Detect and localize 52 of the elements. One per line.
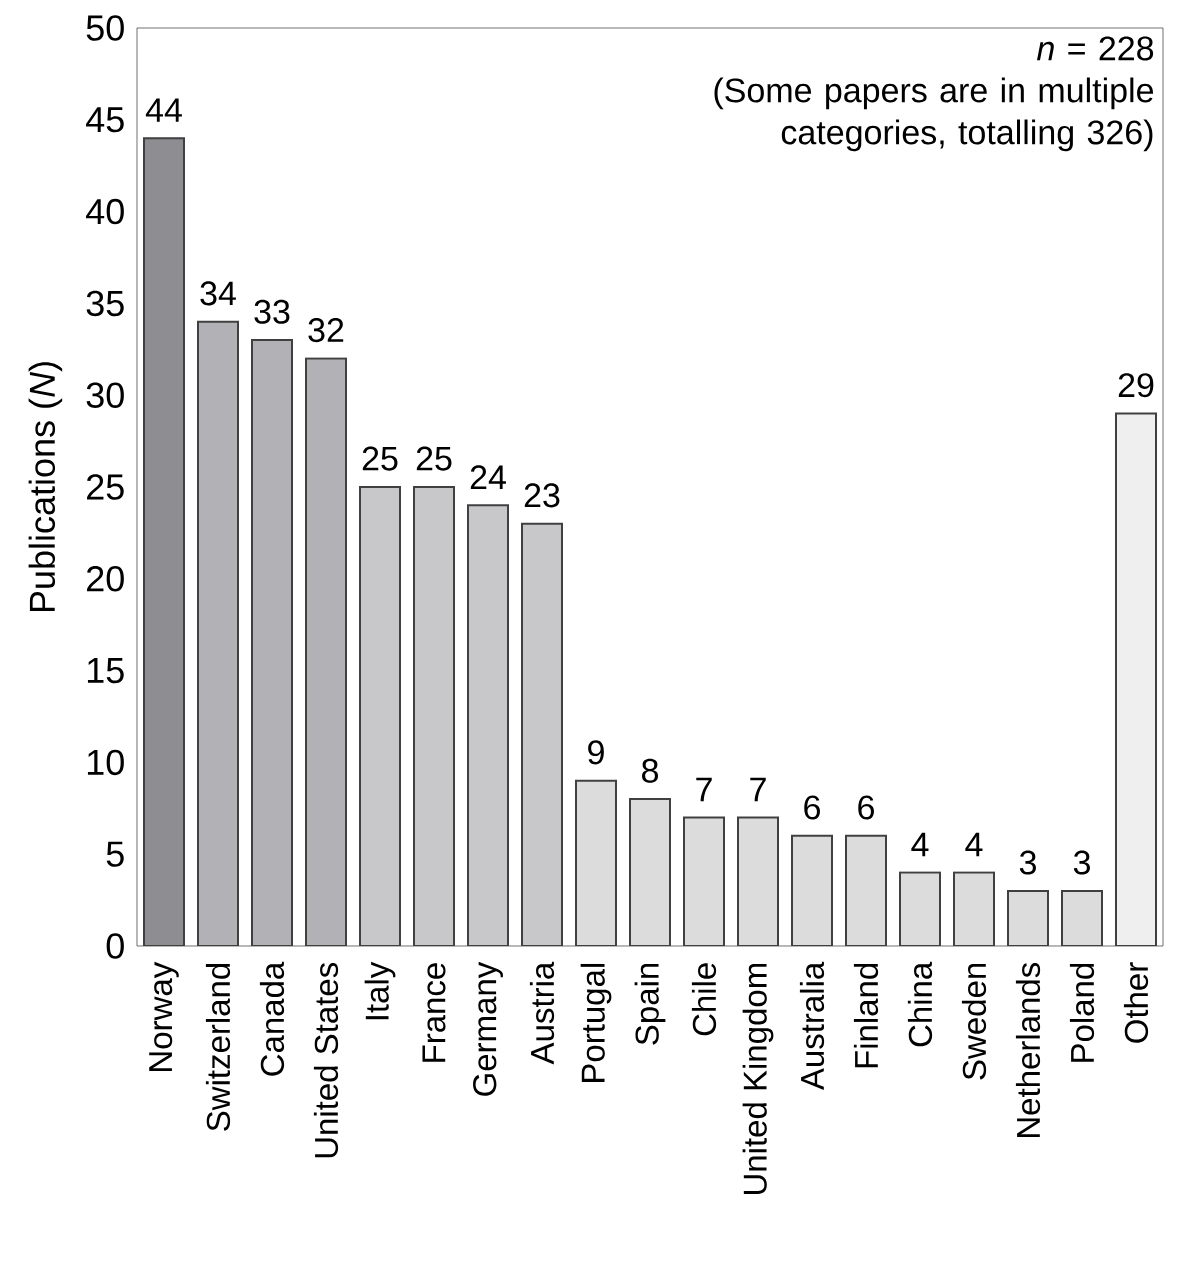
y-tick-label: 35 [86, 290, 124, 317]
data-label: 4 [965, 832, 983, 857]
x-tick-label: Poland [1069, 963, 1095, 1062]
data-label: 25 [362, 446, 398, 471]
data-label: 6 [804, 795, 820, 820]
data-label: 7 [696, 777, 712, 802]
x-tick-label: Chile [691, 963, 717, 1036]
data-label: 9 [588, 740, 604, 765]
y-tick-label: 5 [106, 841, 124, 867]
x-tick-label: China [907, 961, 933, 1047]
data-label: 3 [1073, 850, 1090, 875]
x-tick-label: Australia [799, 961, 825, 1091]
y-tick-label: 50 [86, 15, 124, 41]
x-tick-label: Austria [529, 961, 555, 1065]
x-tick-label: Finland [853, 963, 879, 1068]
data-label: 34 [200, 281, 236, 306]
y-tick-label: 30 [86, 382, 124, 408]
y-axis-title: Publications (N) [28, 362, 63, 612]
x-tick-label: Switzerland [205, 963, 231, 1131]
x-tick-label: Other [1123, 962, 1149, 1043]
y-tick-label: 0 [106, 933, 124, 959]
x-tick-label: United States [313, 962, 339, 1158]
data-label: 6 [858, 795, 874, 820]
y-tick-label: 10 [87, 749, 124, 776]
data-label: 3 [1019, 850, 1036, 875]
data-label: 7 [750, 777, 766, 802]
x-tick-label: Italy [364, 961, 396, 1020]
y-tick-label: 40 [86, 198, 124, 225]
annotation: n = 228 [1037, 36, 1154, 61]
data-label: 32 [308, 318, 344, 343]
x-tick-label: Canada [259, 961, 285, 1076]
x-tick-label: Spain [634, 963, 666, 1045]
y-tick-label: 25 [87, 474, 124, 500]
data-label: 29 [1118, 373, 1154, 398]
data-label: 44 [145, 98, 182, 122]
y-tick-label: 15 [87, 658, 124, 684]
data-label: 4 [911, 832, 929, 857]
x-tick-label: Germany [473, 961, 503, 1096]
x-tick-label: Sweden [961, 963, 987, 1080]
x-tick-label: Netherlands [1015, 962, 1041, 1137]
y-tick-label: 20 [87, 566, 124, 592]
x-tick-label: Norway [149, 961, 179, 1071]
annotation: (Some papers are in multiple categories, totalling 326) [714, 77, 1154, 152]
x-tick-label: United Kingdom [742, 963, 774, 1194]
data-label: 25 [416, 446, 452, 471]
data-label: 33 [254, 299, 290, 324]
y-tick-label: 45 [86, 107, 124, 133]
x-tick-label: France [422, 963, 446, 1062]
data-label: 8 [642, 758, 658, 783]
data-label: 23 [524, 483, 560, 508]
x-tick-label: Portugal [580, 963, 612, 1082]
data-label: 24 [470, 465, 506, 490]
